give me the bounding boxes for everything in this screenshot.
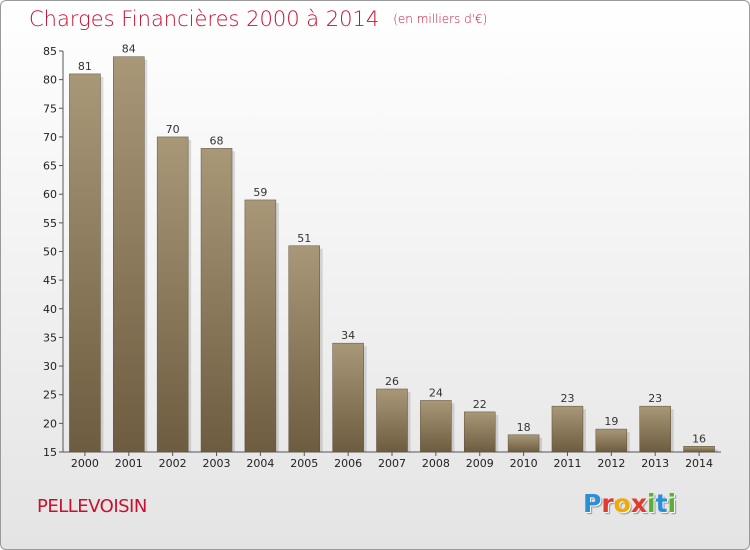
bar-2002: [156, 136, 189, 453]
bar-2001: [113, 56, 145, 453]
bar-value-label: 16: [692, 432, 706, 445]
bar-2005: [288, 245, 321, 453]
x-tick-label: 2014: [685, 457, 713, 470]
x-tick-label: 2005: [290, 457, 318, 470]
bar-value-label: 59: [253, 186, 267, 199]
bar-2000: [69, 73, 101, 453]
bar-value-label: 19: [604, 415, 618, 428]
x-tick-label: 2010: [510, 457, 538, 470]
bar-value-label: 18: [517, 421, 531, 434]
y-tick-label: 80: [43, 74, 57, 87]
bar-value-label: 34: [341, 329, 355, 342]
x-tick-label: 2004: [246, 457, 274, 470]
bar-2013: [639, 405, 671, 453]
x-tick-label: 2002: [159, 457, 187, 470]
bar-value-label: 70: [166, 123, 180, 136]
proxiti-logo: Proxiti: [583, 489, 676, 518]
bar-value-label: 84: [122, 43, 136, 56]
x-tick-label: 2006: [334, 457, 362, 470]
x-tick-label: 2007: [378, 457, 406, 470]
y-tick-label: 45: [43, 274, 57, 287]
x-tick-label: 2003: [203, 457, 231, 470]
logo-letter: o: [613, 489, 631, 518]
y-tick-label: 15: [43, 446, 57, 459]
y-tick-label: 35: [43, 331, 57, 344]
bar-2014: [683, 446, 715, 453]
logo-letter: r: [601, 489, 614, 518]
x-tick-label: 2013: [641, 457, 669, 470]
y-tick-label: 70: [43, 131, 57, 144]
x-tick-label: 2001: [115, 457, 143, 470]
y-tick-label: 50: [43, 246, 57, 259]
bar-2010: [507, 434, 540, 453]
bar-value-label: 22: [473, 398, 487, 411]
logo-letter: x: [630, 489, 647, 518]
chart-subtitle: (en milliers d'€): [393, 12, 488, 26]
y-tick-label: 60: [43, 188, 57, 201]
bar-value-label: 51: [297, 232, 311, 245]
bar-2008: [420, 400, 452, 453]
y-tick-label: 30: [43, 360, 57, 373]
bar-2004: [244, 199, 277, 453]
chart-title: Charges Financières 2000 à 2014 (en milli…: [29, 7, 487, 31]
bar-2009: [463, 411, 496, 453]
logo-letter: i: [647, 489, 656, 518]
bar-2007: [376, 388, 408, 453]
bar-value-label: 26: [385, 375, 399, 388]
bar-2011: [551, 405, 584, 453]
y-tick-label: 20: [43, 417, 57, 430]
y-tick-label: 75: [43, 102, 57, 115]
bar-value-label: 23: [648, 392, 662, 405]
x-tick-label: 2011: [553, 457, 581, 470]
commune-name: PELLEVOISIN: [37, 496, 147, 517]
x-tick-label: 2008: [422, 457, 450, 470]
bar-2003: [200, 148, 233, 453]
bar-value-label: 24: [429, 386, 443, 399]
bar-2006: [332, 342, 364, 453]
y-tick-label: 85: [43, 45, 57, 58]
y-tick-label: 25: [43, 389, 57, 402]
bar-value-label: 68: [210, 134, 224, 147]
chart-title-text: Charges Financières 2000 à 2014: [29, 7, 380, 31]
bar-value-label: 81: [78, 60, 92, 73]
y-tick-label: 55: [43, 217, 57, 230]
y-tick-label: 65: [43, 160, 57, 173]
x-tick-label: 2012: [597, 457, 625, 470]
logo-letter: t: [655, 489, 668, 518]
x-tick-label: 2009: [466, 457, 494, 470]
y-tick-label: 40: [43, 303, 57, 316]
bar-2012: [595, 428, 628, 453]
bar-value-label: 23: [560, 392, 574, 405]
logo-letter: P: [583, 489, 602, 518]
logo-letter: i: [667, 489, 677, 518]
x-tick-label: 2000: [71, 457, 99, 470]
